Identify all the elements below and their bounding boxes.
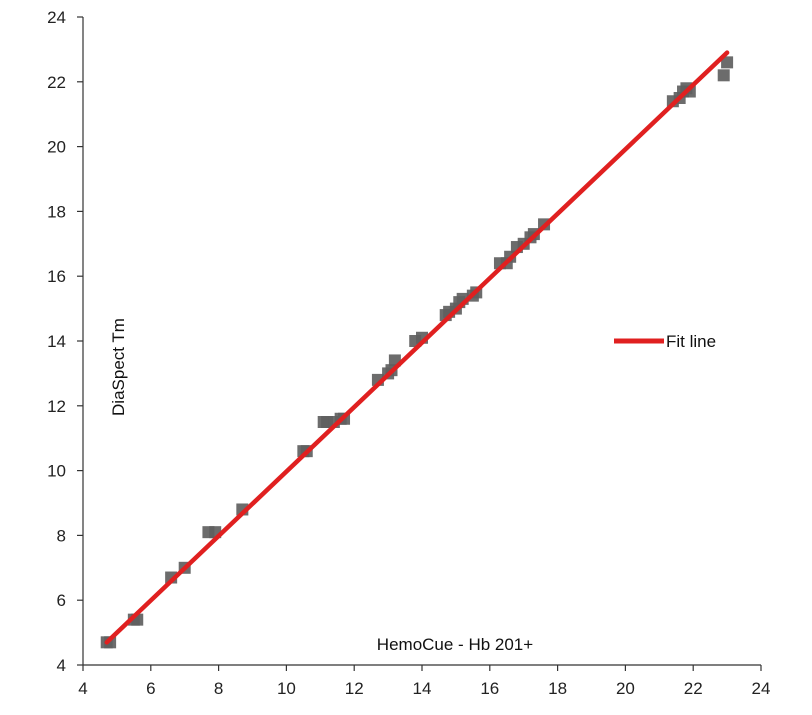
- y-tick-label: 10: [47, 462, 66, 481]
- data-point: [717, 69, 730, 82]
- y-tick-labels: 4 6 8 10 12 14 16 18 20 22 24: [47, 8, 66, 675]
- y-tick-label: 20: [47, 138, 66, 157]
- data-point: [721, 56, 734, 69]
- legend: Fit line: [614, 332, 716, 351]
- x-tick-label: 14: [413, 679, 432, 698]
- x-tick-label: 24: [752, 679, 771, 698]
- x-tick-labels: 4 6 8 10 12 14 16 18 20 22 24: [78, 679, 770, 698]
- x-tick-label: 18: [548, 679, 567, 698]
- x-tick-label: 22: [684, 679, 703, 698]
- x-tick-label: 12: [345, 679, 364, 698]
- axes: [77, 16, 762, 671]
- y-tick-label: 24: [47, 8, 66, 27]
- fit-line: [104, 50, 730, 645]
- fit-line-layer: [104, 50, 730, 645]
- y-tick-label: 16: [47, 267, 66, 286]
- y-tick-label: 6: [57, 591, 66, 610]
- data-point: [236, 503, 249, 516]
- y-axis-label: DiaSpect Tm: [109, 318, 128, 416]
- x-tick-label: 16: [480, 679, 499, 698]
- y-tick-label: 8: [57, 526, 66, 545]
- x-axis-label: HemoCue - Hb 201+: [377, 635, 533, 654]
- y-tick-label: 18: [47, 202, 66, 221]
- legend-fit-line-label: Fit line: [666, 332, 716, 351]
- y-tick-label: 22: [47, 73, 66, 92]
- x-tick-label: 20: [616, 679, 635, 698]
- y-tick-label: 4: [57, 656, 66, 675]
- x-tick-label: 4: [78, 679, 87, 698]
- x-tick-label: 8: [214, 679, 223, 698]
- y-tick-label: 12: [47, 397, 66, 416]
- x-tick-label: 10: [277, 679, 296, 698]
- y-tick-label: 14: [47, 332, 66, 351]
- x-tick-label: 6: [146, 679, 155, 698]
